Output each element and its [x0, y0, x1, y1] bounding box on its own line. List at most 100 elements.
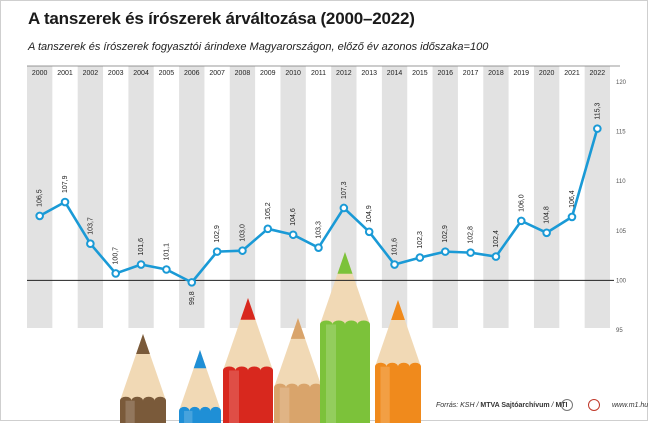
year-column [229, 66, 256, 328]
data-point [111, 269, 121, 278]
x-tick-label: 2003 [108, 70, 124, 77]
x-tick-label: 2002 [83, 70, 99, 77]
data-point [466, 248, 475, 257]
x-tick-label: 2017 [463, 70, 479, 77]
value-label: 107,9 [62, 175, 69, 193]
y-tick-label: 110 [616, 179, 626, 185]
value-label: 102,9 [442, 225, 449, 243]
value-label: 103,3 [316, 221, 323, 239]
year-column [432, 66, 458, 328]
series-line [39, 128, 599, 284]
data-point [339, 203, 349, 213]
value-label: 104,9 [366, 205, 373, 223]
x-tick-label: 2012 [336, 70, 352, 77]
data-point [238, 246, 247, 255]
data-point [440, 247, 450, 256]
year-column [280, 66, 306, 328]
x-tick-label: 2020 [539, 70, 555, 77]
data-point [162, 265, 171, 274]
value-label: 115,3 [594, 103, 601, 120]
y-tick-label: 115 [616, 130, 626, 136]
value-label: 107,3 [341, 181, 348, 199]
value-label: 102,4 [493, 230, 500, 248]
data-point [593, 124, 602, 133]
value-label: 106,0 [518, 194, 525, 212]
data-point [390, 260, 399, 269]
mti-logo-icon [561, 399, 573, 411]
data-point [364, 227, 374, 237]
x-tick-label: 2000 [32, 70, 48, 77]
year-column [381, 66, 408, 328]
value-label: 101,6 [138, 238, 145, 256]
value-label: 102,3 [417, 231, 424, 249]
x-tick-label: 2001 [57, 70, 73, 77]
data-point [288, 230, 298, 240]
x-tick-label: 2004 [133, 70, 149, 77]
data-point [212, 247, 222, 256]
pencil-brown-icon [120, 334, 166, 423]
year-column [77, 66, 104, 328]
x-tick-label: 2014 [387, 70, 403, 77]
x-tick-label: 2013 [361, 70, 377, 77]
data-point [491, 252, 501, 261]
y-tick-label: 105 [616, 229, 627, 235]
data-point [60, 197, 70, 207]
data-point [187, 278, 197, 287]
m1-logo-icon [588, 399, 600, 411]
footer-separator: / [551, 402, 554, 409]
source-label: Forrás: KSH / [436, 402, 479, 409]
data-point [35, 211, 44, 221]
agency-name: MTVA Sajtóarchívum [480, 402, 550, 409]
value-label: 101,1 [163, 243, 170, 261]
pencil-orange-icon [375, 300, 421, 423]
site-url: www.m1.hu [612, 402, 649, 409]
source-footer: Forrás: KSH / MTVA Sajtóarchívum / MTI [436, 402, 568, 409]
value-label: 99,8 [189, 291, 196, 305]
year-column [27, 66, 53, 328]
x-tick-label: 2010 [285, 70, 301, 77]
data-point [263, 224, 273, 234]
data-point [136, 260, 146, 269]
x-tick-label: 2015 [412, 70, 428, 77]
chart-title: A tanszerek és írószerek árváltozása (20… [28, 9, 415, 28]
value-label: 106,5 [37, 189, 44, 207]
x-tick-label: 2021 [564, 70, 580, 77]
x-tick-label: 2008 [235, 70, 251, 77]
value-label: 105,2 [265, 202, 272, 220]
pencil-natural-icon [274, 318, 322, 423]
x-tick-label: 2019 [513, 70, 529, 77]
x-tick-label: 2016 [437, 70, 453, 77]
year-column [584, 66, 610, 328]
x-tick-label: 2007 [209, 70, 225, 77]
year-column [533, 66, 560, 328]
x-tick-label: 2022 [590, 70, 606, 77]
year-column [179, 66, 205, 328]
data-point [516, 216, 526, 226]
x-tick-label: 2011 [311, 70, 326, 77]
value-label: 104,6 [290, 208, 297, 226]
year-column [483, 66, 509, 328]
data-point [567, 212, 577, 222]
pencil-green-icon [320, 252, 370, 423]
chart-subtitle: A tanszerek és írószerek fogyasztói árin… [28, 41, 489, 53]
pencil-blue-icon [179, 350, 221, 423]
value-label: 102,8 [468, 226, 475, 244]
value-label: 106,4 [569, 190, 576, 208]
data-point [314, 243, 323, 252]
value-label: 103,7 [87, 217, 94, 235]
value-label: 103,0 [239, 224, 246, 242]
y-tick-label: 95 [616, 328, 623, 334]
data-point [542, 228, 551, 238]
x-tick-label: 2005 [159, 70, 175, 77]
value-label: 104,8 [544, 206, 551, 224]
y-tick-label: 120 [616, 80, 627, 86]
y-tick-label: 100 [616, 278, 627, 284]
data-point [86, 239, 95, 248]
value-label: 101,6 [392, 238, 399, 256]
x-tick-label: 2018 [488, 70, 504, 77]
value-label: 100,7 [113, 247, 120, 265]
x-tick-label: 2006 [184, 70, 200, 77]
year-column [128, 66, 154, 328]
x-tick-label: 2009 [260, 70, 276, 77]
